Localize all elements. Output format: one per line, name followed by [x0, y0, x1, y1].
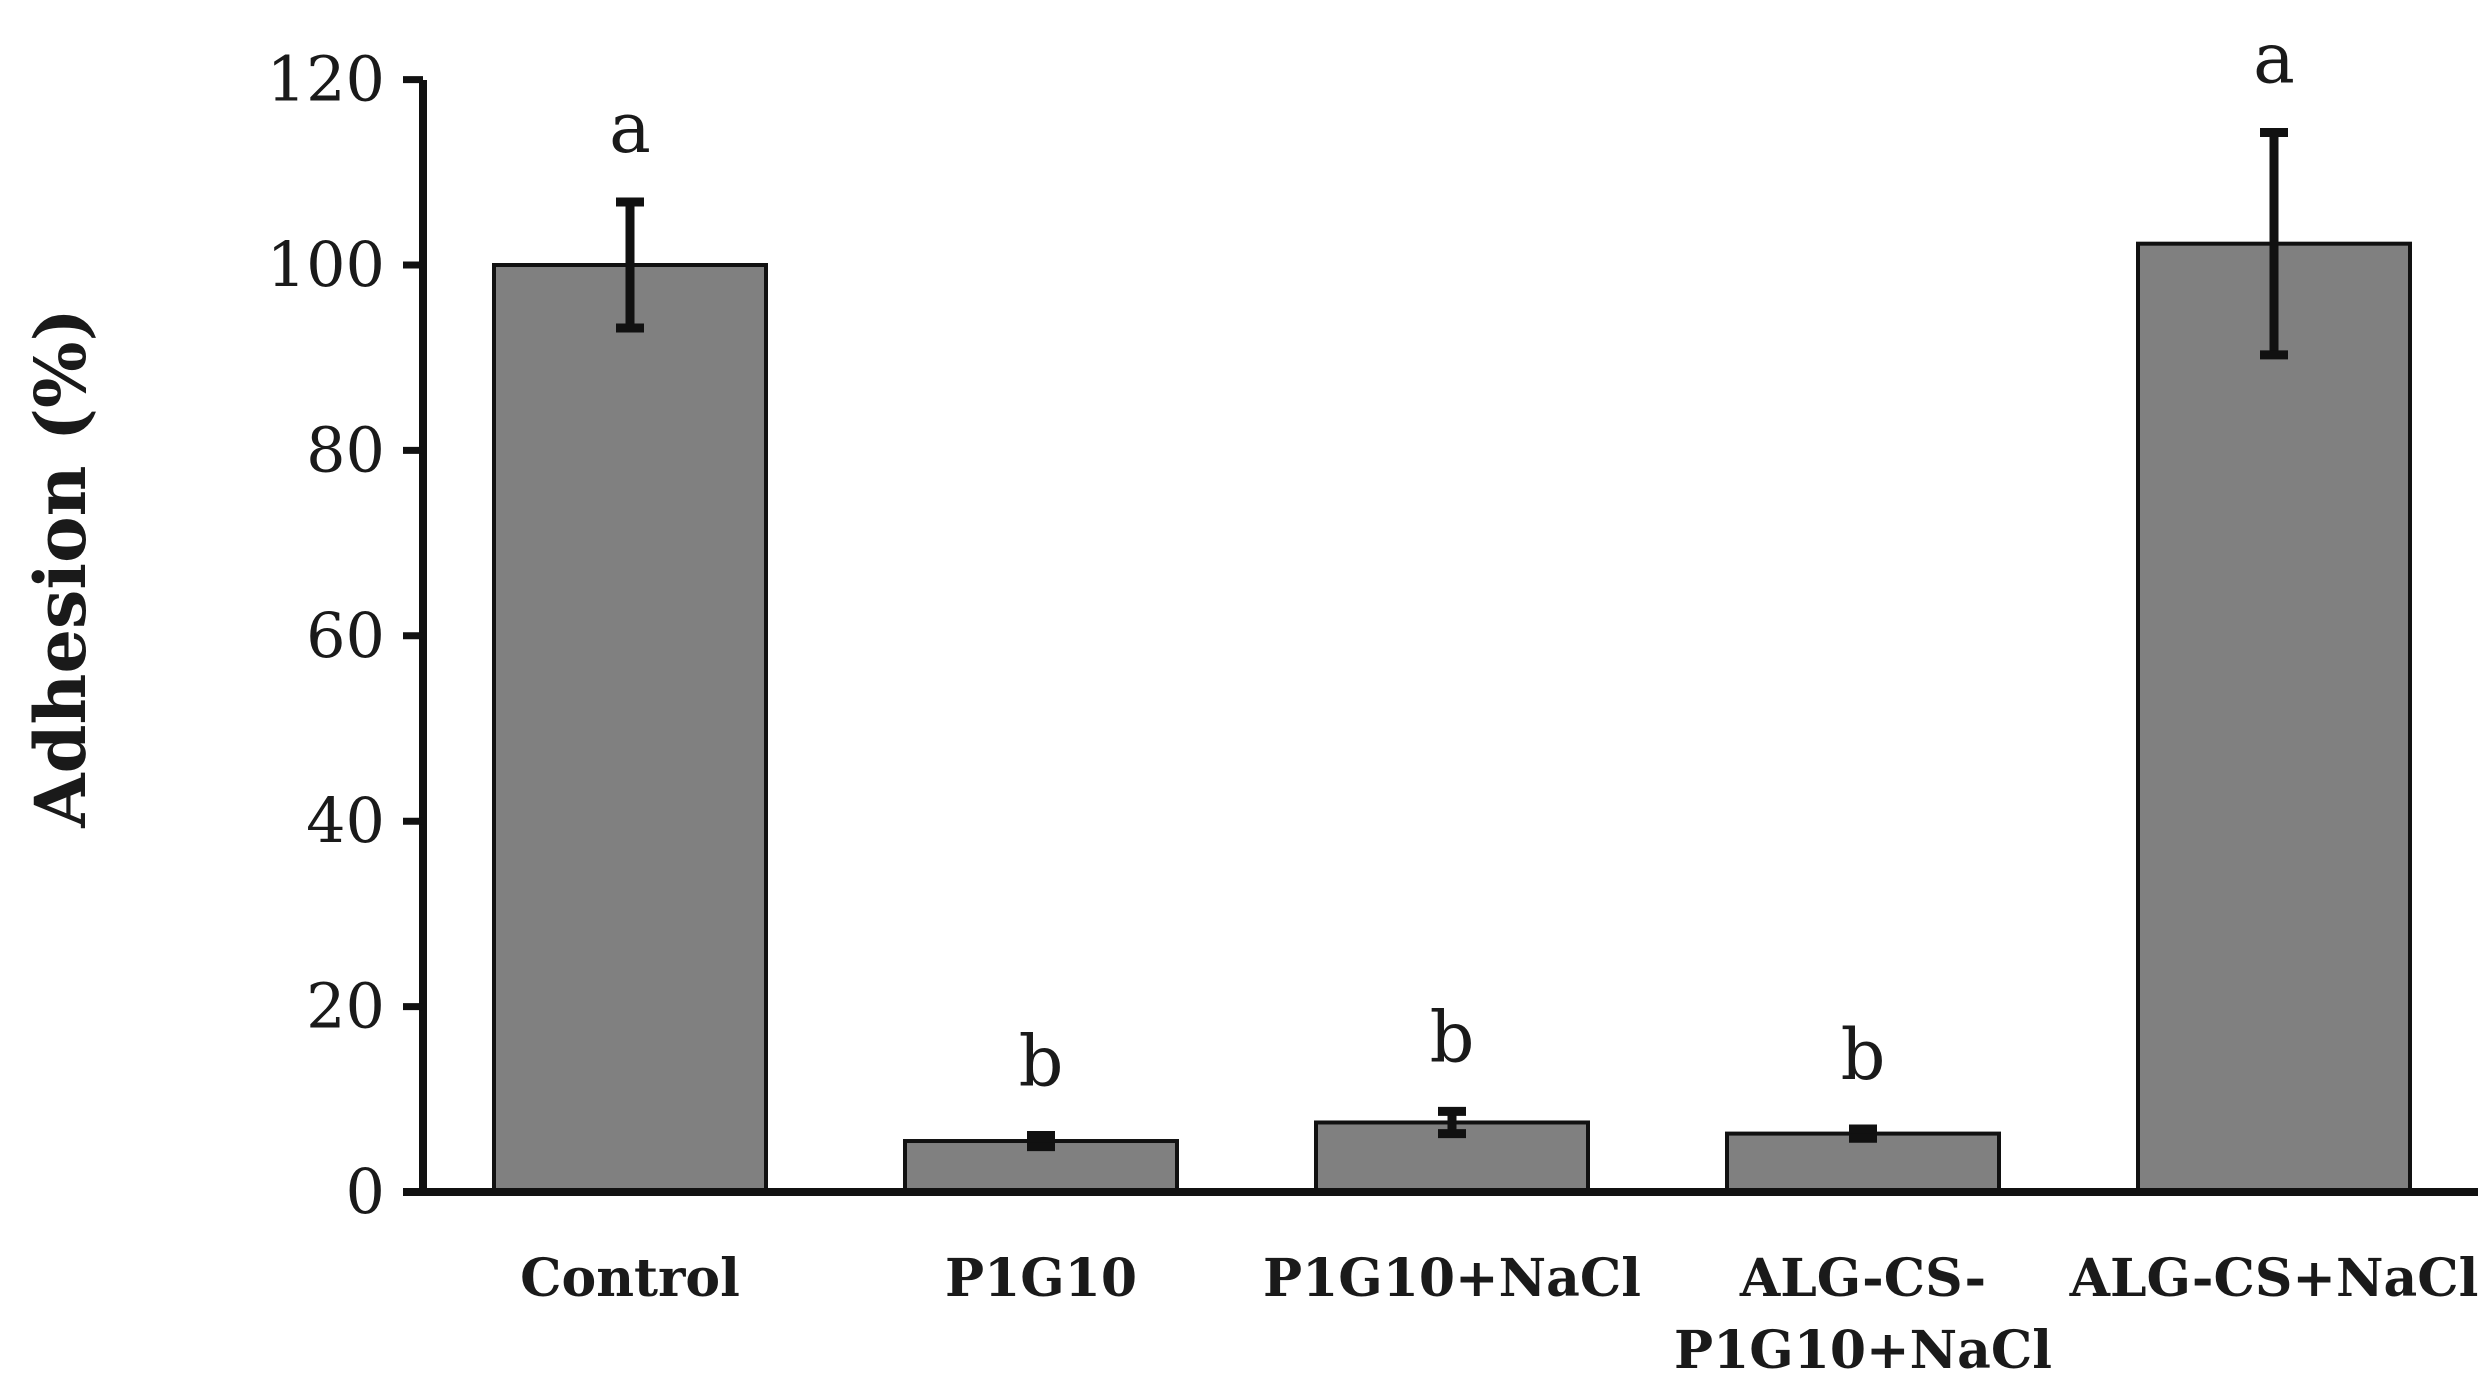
error-bars-layer	[616, 127, 2288, 1152]
x-category-label: ALG-CS+NaCl	[2069, 1248, 2479, 1309]
y-tick-label: 20	[306, 970, 385, 1043]
significance-letter: b	[1019, 1020, 1064, 1102]
x-category-label: Control	[520, 1248, 740, 1309]
y-tick-label: 60	[306, 599, 385, 672]
significance-letter: b	[1430, 996, 1475, 1078]
x-axis-category-labels: Control P1G10 P1G10+NaCl ALG-CS- P1G10+NaCl A…	[520, 1248, 2478, 1381]
significance-labels-layer: a b b b a	[609, 17, 2295, 1102]
y-tick-label: 40	[306, 784, 385, 857]
significance-letter: a	[609, 87, 651, 169]
x-category-label: P1G10+NaCl	[1263, 1248, 1641, 1309]
y-tick-label: 80	[306, 413, 385, 486]
y-axis: 0 20 40 60 80 100 120	[267, 43, 2478, 1228]
bar	[1725, 1131, 2001, 1194]
x-category-label: P1G10	[945, 1248, 1137, 1309]
bar	[2136, 241, 2412, 1194]
y-tick-label: 0	[346, 1155, 385, 1228]
significance-letter: b	[1841, 1014, 1886, 1096]
y-tick-label: 100	[267, 228, 385, 301]
y-tick-label: 120	[267, 43, 385, 116]
significance-letter: a	[2253, 17, 2295, 99]
bar	[492, 263, 768, 1194]
x-category-label: ALG-CS-	[1739, 1248, 1986, 1309]
x-category-label: P1G10+NaCl	[1674, 1320, 2052, 1381]
y-axis-label: Adhesion (%)	[19, 308, 102, 828]
